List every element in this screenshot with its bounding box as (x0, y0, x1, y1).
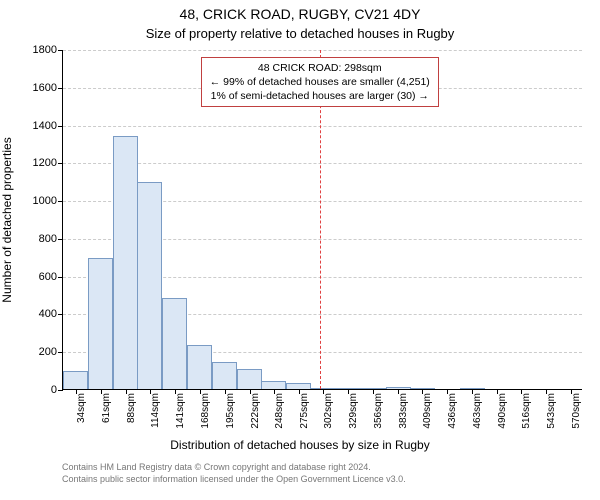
x-tick-label: 141sqm (175, 393, 186, 429)
histogram-bar (460, 388, 485, 390)
y-gridline (63, 163, 582, 164)
y-gridline (63, 126, 582, 127)
annotation-line: 48 CRICK ROAD: 298sqm (210, 61, 430, 75)
histogram-bar (336, 388, 361, 390)
y-tick-label: 600 (39, 271, 63, 283)
histogram-bar (311, 388, 336, 390)
footnote: Contains HM Land Registry data © Crown c… (62, 462, 406, 485)
histogram-bar (286, 383, 311, 389)
footnote-line-1: Contains HM Land Registry data © Crown c… (62, 462, 406, 474)
annotation-line: ← 99% of detached houses are smaller (4,… (210, 75, 430, 89)
y-tick-label: 800 (39, 233, 63, 245)
annotation-line: 1% of semi-detached houses are larger (3… (210, 89, 430, 103)
histogram-bar (261, 381, 286, 389)
x-tick-label: 570sqm (571, 393, 582, 429)
x-tick-label: 195sqm (225, 393, 236, 429)
histogram-bar (386, 387, 411, 389)
x-tick-label: 543sqm (546, 393, 557, 429)
y-gridline (63, 50, 582, 51)
y-tick-label: 200 (39, 346, 63, 358)
x-tick-label: 275sqm (299, 393, 310, 429)
x-tick-label: 463sqm (472, 393, 483, 429)
x-tick-label: 356sqm (373, 393, 384, 429)
x-tick-label: 329sqm (348, 393, 359, 429)
x-tick-label: 222sqm (250, 393, 261, 429)
x-tick-label: 88sqm (126, 393, 137, 423)
y-tick-label: 1800 (33, 44, 63, 56)
plot-area: 02004006008001000120014001600180034sqm61… (62, 50, 582, 390)
histogram-bar (187, 345, 212, 389)
y-tick-label: 1200 (33, 157, 63, 169)
x-tick-label: 490sqm (497, 393, 508, 429)
y-tick-label: 1400 (33, 120, 63, 132)
histogram-bar (237, 369, 262, 389)
histogram-bar (88, 258, 113, 389)
histogram-bar (113, 136, 138, 389)
histogram-bar (361, 388, 386, 390)
chart-title-sub: Size of property relative to detached ho… (0, 26, 600, 41)
chart-title-main: 48, CRICK ROAD, RUGBY, CV21 4DY (0, 6, 600, 22)
histogram-bar (410, 388, 435, 389)
x-tick-label: 168sqm (200, 393, 211, 429)
x-tick-label: 248sqm (274, 393, 285, 429)
y-tick-label: 0 (51, 384, 63, 396)
y-tick-label: 400 (39, 308, 63, 320)
y-tick-label: 1000 (33, 195, 63, 207)
x-axis-label: Distribution of detached houses by size … (0, 438, 600, 452)
x-tick-label: 516sqm (521, 393, 532, 429)
x-tick-label: 34sqm (76, 393, 87, 423)
x-tick-label: 436sqm (447, 393, 458, 429)
x-tick-label: 114sqm (150, 393, 161, 428)
histogram-bar (162, 298, 187, 389)
histogram-bar (212, 362, 237, 389)
histogram-bar (137, 182, 162, 389)
x-tick-label: 409sqm (422, 393, 433, 429)
y-axis-label: Number of detached properties (0, 137, 14, 302)
footnote-line-2: Contains public sector information licen… (62, 474, 406, 486)
x-tick-label: 61sqm (101, 393, 112, 423)
chart-container: 48, CRICK ROAD, RUGBY, CV21 4DY Size of … (0, 0, 600, 500)
x-tick-label: 383sqm (398, 393, 409, 429)
x-tick-label: 302sqm (323, 393, 334, 429)
histogram-bar (63, 371, 88, 389)
annotation-box: 48 CRICK ROAD: 298sqm← 99% of detached h… (201, 57, 439, 108)
y-tick-label: 1600 (33, 82, 63, 94)
